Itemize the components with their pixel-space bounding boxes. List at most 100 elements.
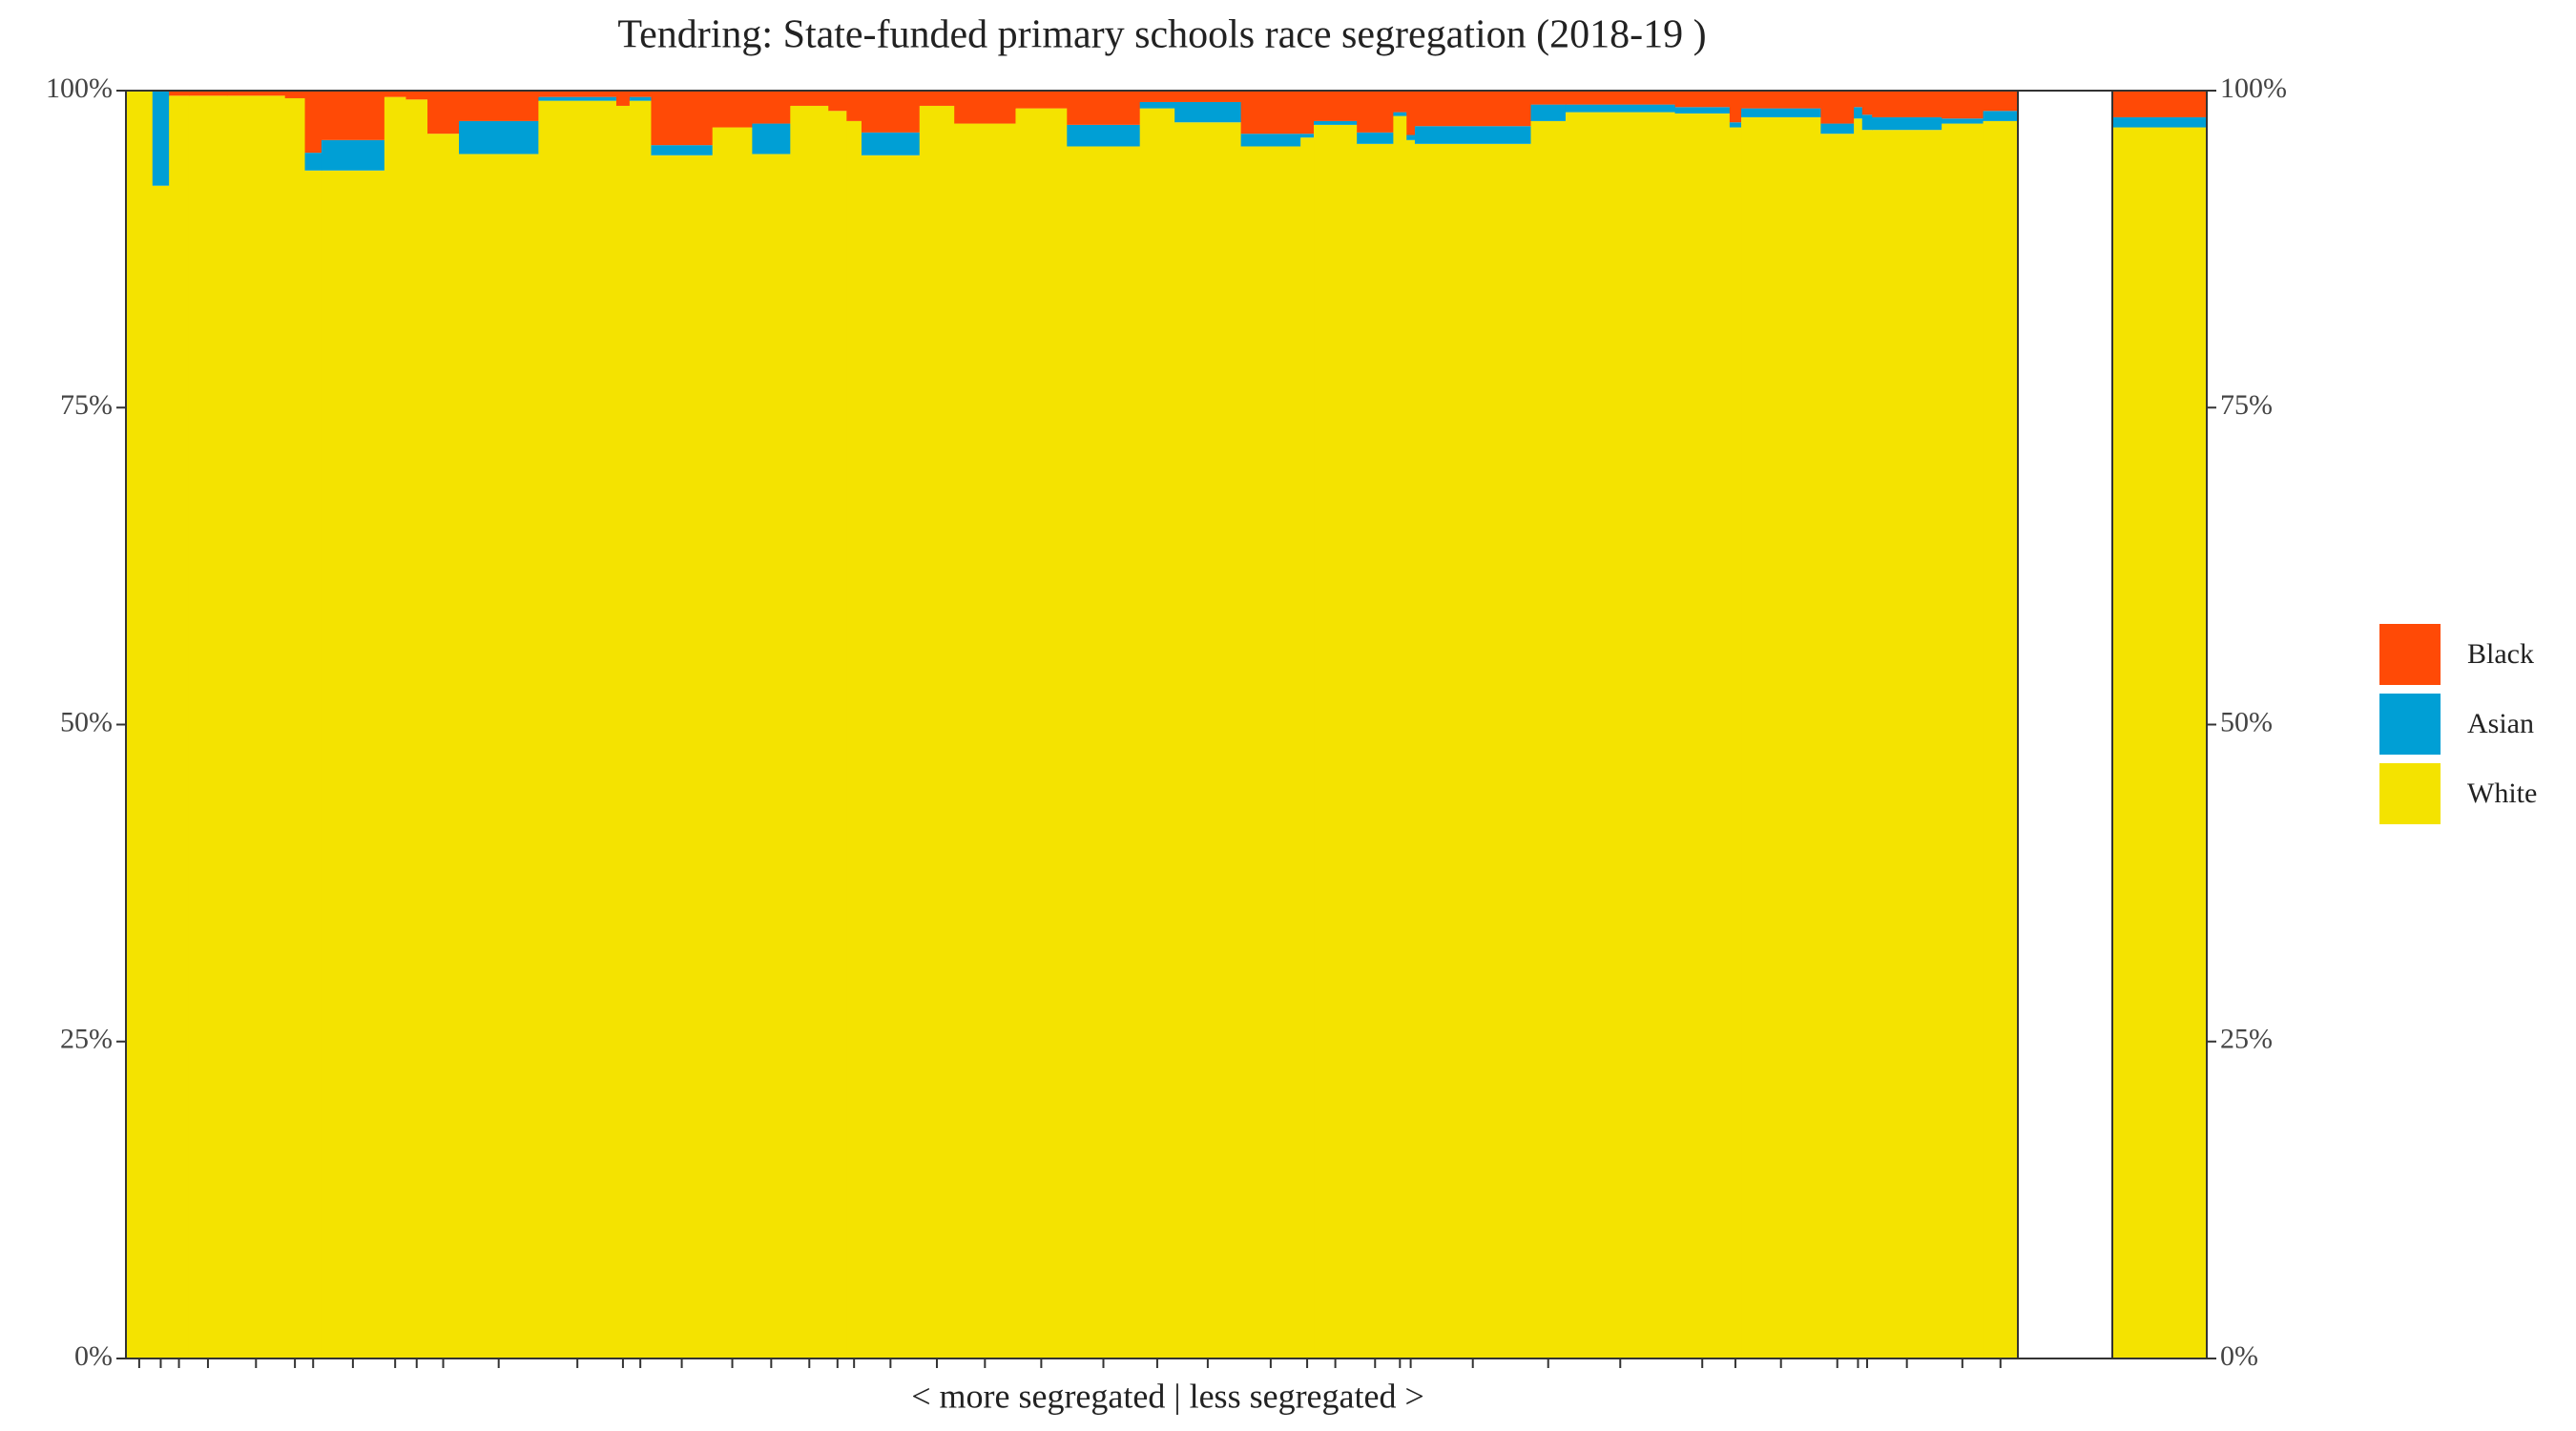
y-tick-label: 50% <box>60 706 113 737</box>
bar-segment <box>384 96 406 1358</box>
bar-segment <box>304 91 322 154</box>
bar-segment <box>284 91 306 98</box>
bar-segment <box>629 96 652 101</box>
bar-segment <box>226 91 286 96</box>
bar-segment <box>1530 91 1567 105</box>
bar-segment <box>1741 91 1821 109</box>
bar-segment <box>651 145 714 156</box>
bar-segment <box>1861 130 1873 1359</box>
bar-segment <box>459 154 539 1359</box>
bar-segment <box>188 95 228 1358</box>
bar-segment <box>1854 118 1863 1358</box>
bar-segment <box>846 91 862 121</box>
gap-panel <box>2017 90 2113 1359</box>
bar-segment <box>752 91 791 124</box>
bar-segment <box>1393 112 1407 116</box>
bar-segment <box>629 91 652 97</box>
y-tick-label: 0% <box>74 1340 113 1372</box>
area-bar-segment <box>2112 127 2207 1358</box>
bar-segment <box>1240 146 1301 1359</box>
bar-segment <box>304 153 322 171</box>
bar-segment <box>1820 123 1855 135</box>
bar-segment <box>1674 107 1731 114</box>
y2-tick-label: 0% <box>2220 1340 2258 1372</box>
bar-segment <box>152 91 170 186</box>
bar-segment <box>712 127 753 1358</box>
bar-segment <box>712 91 753 128</box>
bar-segment <box>304 170 322 1358</box>
bar-segment <box>1854 91 1863 108</box>
y2-tick-label: 25% <box>2220 1024 2273 1055</box>
bar-segment <box>1139 101 1175 109</box>
x-axis-label: < more segregated | less segregated > <box>911 1377 1424 1415</box>
bar-segment <box>1414 126 1531 144</box>
bar-segment <box>1357 143 1394 1358</box>
bar-segment <box>1300 137 1315 1359</box>
bar-segment <box>790 105 829 1358</box>
bar-segment <box>1414 91 1531 127</box>
bar-segment <box>954 91 1016 124</box>
bar-segment <box>284 97 306 1358</box>
bar-segment <box>752 123 791 155</box>
bar-segment <box>752 154 791 1359</box>
bar-segment <box>1240 134 1301 147</box>
bar-segment <box>651 155 714 1358</box>
legend-label: White <box>2467 778 2537 809</box>
bar-segment <box>1861 114 1873 131</box>
bar-segment <box>1872 91 1942 117</box>
bar-segment <box>459 120 539 155</box>
bar-segment <box>1729 91 1742 123</box>
bar-segment <box>538 100 617 1359</box>
bar-segment <box>1872 116 1942 131</box>
bar-segment <box>1983 91 2019 112</box>
bar-segment <box>1872 130 1942 1359</box>
bar-segment <box>1530 120 1567 1358</box>
bar-segment <box>1300 91 1315 135</box>
bar-segment <box>1067 124 1141 147</box>
bar-segment <box>790 91 829 106</box>
legend-swatch <box>2379 624 2441 685</box>
bar-segment <box>1729 122 1742 128</box>
chart-title: Tendring: State-funded primary schools r… <box>617 13 1706 57</box>
bar-segment <box>1729 127 1742 1358</box>
bar-segment <box>1406 139 1416 1358</box>
bar-segment <box>828 111 847 1358</box>
bar-segment <box>1942 91 1984 119</box>
bar-segment <box>1674 113 1731 1358</box>
bar-segment <box>1942 123 1984 1359</box>
bar-segment <box>321 170 385 1358</box>
bar-segment <box>1393 115 1407 1359</box>
y-tick-label: 75% <box>60 389 113 421</box>
bar-segment <box>651 91 714 146</box>
bar-segment <box>1741 116 1821 1359</box>
bar-segment <box>188 91 228 96</box>
bar-segment <box>1067 146 1141 1359</box>
legend-label: Asian <box>2467 708 2534 739</box>
legend-swatch <box>2379 763 2441 824</box>
bar-segment <box>1314 120 1358 125</box>
bar-segment <box>919 105 955 1358</box>
bar-segment <box>954 123 1016 1359</box>
bar-segment <box>152 185 170 1358</box>
bar-segment <box>1820 134 1855 1358</box>
bar-segment <box>405 91 428 100</box>
bar-segment <box>919 91 955 106</box>
bar-segment <box>1139 91 1175 102</box>
bar-segment <box>1393 91 1407 113</box>
bar-segment <box>1314 124 1358 1358</box>
bar-segment <box>1414 143 1531 1358</box>
y2-tick-label: 75% <box>2220 389 2273 421</box>
bar-segment <box>1406 135 1416 140</box>
bar-segment <box>615 105 631 1358</box>
bar-segment <box>1983 120 2019 1358</box>
y2-tick-label: 100% <box>2220 73 2287 104</box>
bar-segment <box>1174 101 1242 123</box>
bar-segment <box>1300 134 1315 138</box>
bar-segment <box>1139 108 1175 1359</box>
bar-segment <box>846 120 862 1358</box>
bar-segment <box>615 91 631 106</box>
bar-segment <box>427 91 460 135</box>
bar-segment <box>1983 111 2019 121</box>
bar-segment <box>1942 118 1984 124</box>
